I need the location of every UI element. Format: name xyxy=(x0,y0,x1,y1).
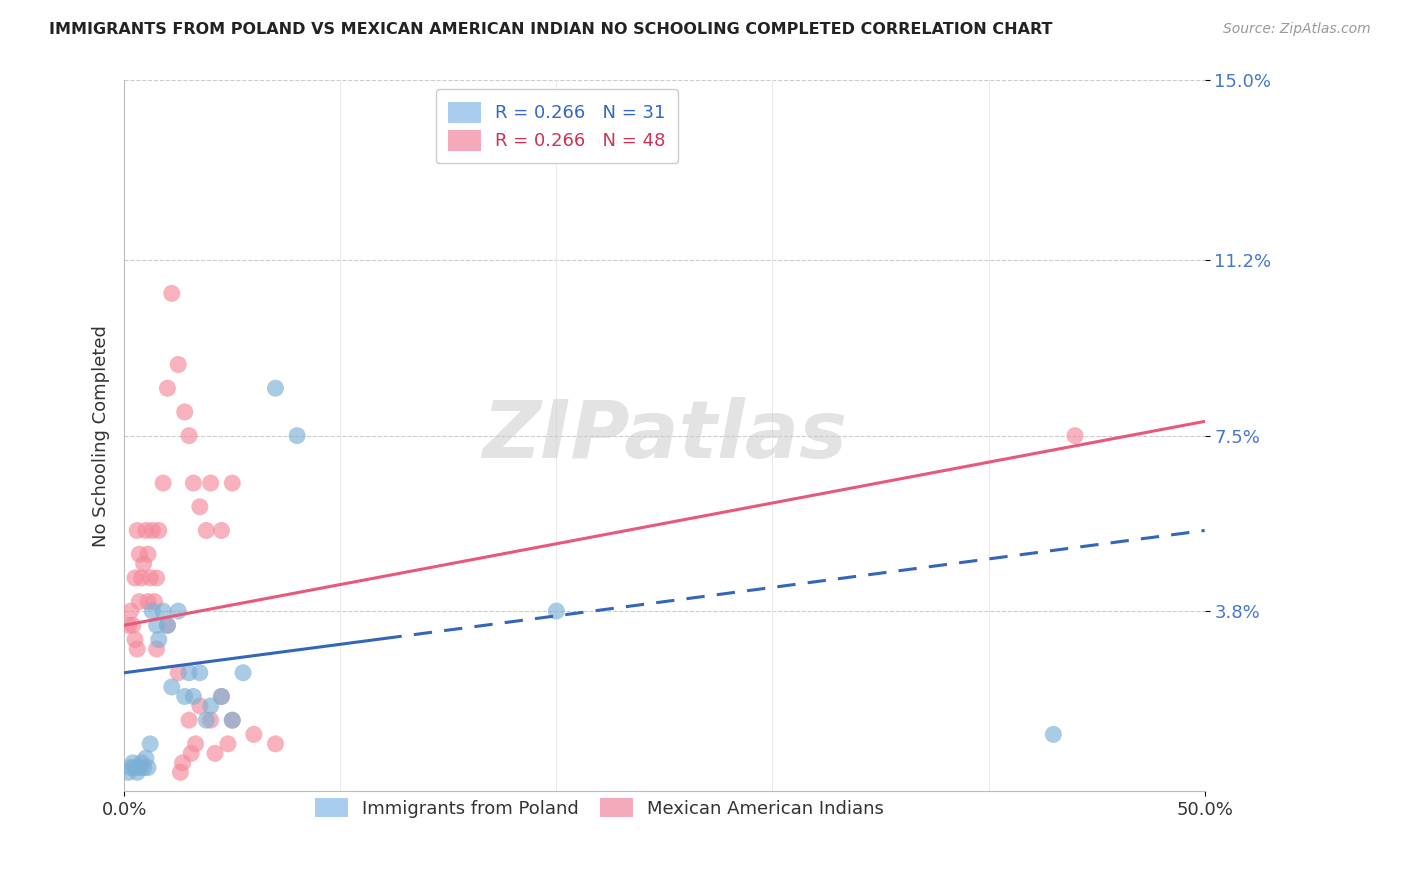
Point xyxy=(121,618,143,632)
Point xyxy=(173,690,195,704)
Point xyxy=(177,713,200,727)
Point xyxy=(177,665,200,680)
Point xyxy=(117,765,139,780)
Point xyxy=(204,747,226,761)
Point xyxy=(180,747,202,761)
Point xyxy=(200,713,222,727)
Point xyxy=(232,665,254,680)
Point xyxy=(124,632,146,647)
Legend: Immigrants from Poland, Mexican American Indians: Immigrants from Poland, Mexican American… xyxy=(308,791,891,825)
Text: ZIPatlas: ZIPatlas xyxy=(482,397,846,475)
Point xyxy=(136,594,159,608)
Point xyxy=(211,524,233,538)
Point xyxy=(183,690,205,704)
Point xyxy=(184,737,207,751)
Point xyxy=(136,547,159,561)
Point xyxy=(211,690,233,704)
Point xyxy=(127,765,149,780)
Point xyxy=(139,571,162,585)
Point xyxy=(120,761,142,775)
Point xyxy=(143,594,166,608)
Point xyxy=(131,571,153,585)
Point xyxy=(200,476,222,491)
Point xyxy=(221,476,243,491)
Point xyxy=(145,618,167,632)
Point xyxy=(167,358,190,372)
Point xyxy=(156,618,179,632)
Point xyxy=(127,524,149,538)
Point xyxy=(136,761,159,775)
Point xyxy=(183,476,205,491)
Point xyxy=(195,713,218,727)
Point xyxy=(200,698,222,713)
Point xyxy=(188,500,211,514)
Point xyxy=(221,713,243,727)
Point xyxy=(1042,727,1064,741)
Point xyxy=(131,756,153,770)
Point xyxy=(156,381,179,395)
Point xyxy=(145,642,167,657)
Point xyxy=(211,690,233,704)
Point xyxy=(264,737,287,751)
Point xyxy=(152,476,174,491)
Point xyxy=(217,737,239,751)
Point xyxy=(132,557,155,571)
Point xyxy=(127,642,149,657)
Point xyxy=(160,680,183,694)
Point xyxy=(285,428,308,442)
Text: IMMIGRANTS FROM POLAND VS MEXICAN AMERICAN INDIAN NO SCHOOLING COMPLETED CORRELA: IMMIGRANTS FROM POLAND VS MEXICAN AMERIC… xyxy=(49,22,1053,37)
Point xyxy=(188,698,211,713)
Point xyxy=(167,604,190,618)
Point xyxy=(167,665,190,680)
Point xyxy=(121,756,143,770)
Point xyxy=(188,665,211,680)
Point xyxy=(128,761,150,775)
Point xyxy=(139,737,162,751)
Point xyxy=(546,604,568,618)
Point xyxy=(221,713,243,727)
Point xyxy=(128,594,150,608)
Point xyxy=(145,571,167,585)
Point xyxy=(141,524,163,538)
Point xyxy=(132,761,155,775)
Point xyxy=(160,286,183,301)
Point xyxy=(1064,428,1087,442)
Point xyxy=(141,604,163,618)
Point xyxy=(264,381,287,395)
Point xyxy=(173,405,195,419)
Point xyxy=(169,765,191,780)
Point xyxy=(195,524,218,538)
Point xyxy=(156,618,179,632)
Point xyxy=(135,524,157,538)
Point xyxy=(120,604,142,618)
Point xyxy=(124,571,146,585)
Point xyxy=(177,428,200,442)
Point xyxy=(243,727,266,741)
Point xyxy=(148,524,170,538)
Point xyxy=(152,604,174,618)
Point xyxy=(148,632,170,647)
Point xyxy=(172,756,194,770)
Y-axis label: No Schooling Completed: No Schooling Completed xyxy=(93,325,110,547)
Point xyxy=(135,751,157,765)
Text: Source: ZipAtlas.com: Source: ZipAtlas.com xyxy=(1223,22,1371,37)
Point xyxy=(124,761,146,775)
Point xyxy=(117,618,139,632)
Point xyxy=(128,547,150,561)
